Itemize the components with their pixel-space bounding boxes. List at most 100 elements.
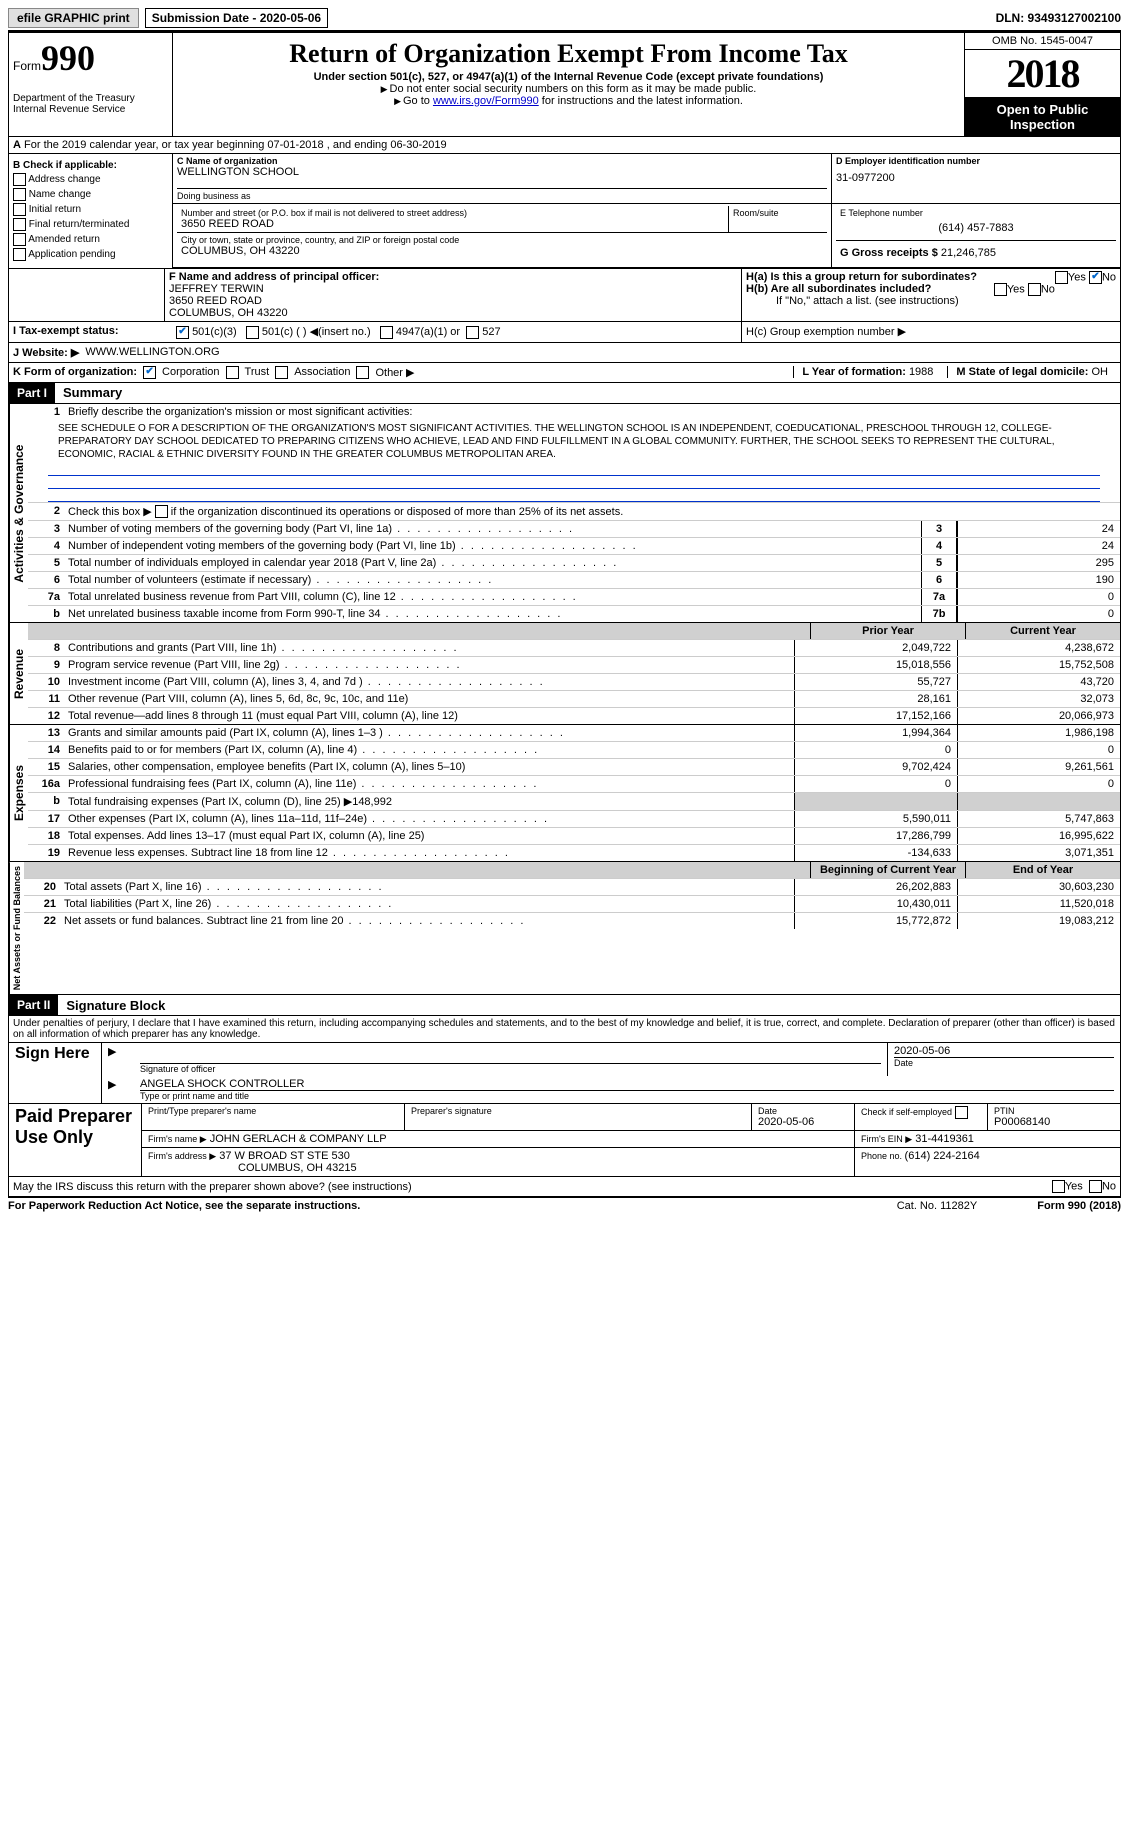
c8: 4,238,672 xyxy=(957,640,1120,656)
officer-printed: ANGELA SHOCK CONTROLLER xyxy=(140,1078,1114,1091)
l17: Other expenses (Part IX, column (A), lin… xyxy=(64,811,794,827)
chk-address[interactable]: Address change xyxy=(13,173,168,186)
paid-preparer: Paid Preparer Use Only xyxy=(9,1104,142,1177)
sig-date: 2020-05-06 xyxy=(894,1045,1114,1057)
v7b: 0 xyxy=(957,606,1120,622)
l5: Total number of individuals employed in … xyxy=(64,555,921,571)
chk-assoc[interactable] xyxy=(275,366,288,379)
sig-officer-label: Signature of officer xyxy=(140,1064,881,1074)
l4: Number of independent voting members of … xyxy=(64,538,921,554)
p14: 0 xyxy=(794,742,957,758)
f-label: F Name and address of principal officer: xyxy=(169,271,379,283)
beg-year-hdr: Beginning of Current Year xyxy=(810,862,965,878)
pra-notice: For Paperwork Reduction Act Notice, see … xyxy=(8,1200,360,1212)
c15: 9,261,561 xyxy=(957,759,1120,775)
firm-addr-lbl: Firm's address ▶ xyxy=(148,1151,216,1161)
chk-corp[interactable] xyxy=(143,366,156,379)
l14: Benefits paid to or for members (Part IX… xyxy=(64,742,794,758)
chk-501c[interactable] xyxy=(246,326,259,339)
declaration: Under penalties of perjury, I declare th… xyxy=(8,1016,1121,1043)
p17: 5,590,011 xyxy=(794,811,957,827)
prep-date: 2020-05-06 xyxy=(758,1116,848,1128)
ha-question: H(a) Is this a group return for subordin… xyxy=(746,271,1116,283)
l19: Revenue less expenses. Subtract line 18 … xyxy=(64,845,794,861)
chk-amended[interactable]: Amended return xyxy=(13,233,168,246)
irs-link[interactable]: www.irs.gov/Form990 xyxy=(433,95,539,107)
c13: 1,986,198 xyxy=(957,725,1120,741)
prep-name-lbl: Print/Type preparer's name xyxy=(148,1106,398,1116)
chk-final[interactable]: Final return/terminated xyxy=(13,218,168,231)
form-number: Form990 xyxy=(13,37,168,79)
side-revenue: Revenue xyxy=(9,623,28,724)
website-row: J Website: ▶ WWW.WELLINGTON.ORG xyxy=(8,343,1121,363)
chk-4947[interactable] xyxy=(380,326,393,339)
tax-year-line: A For the 2019 calendar year, or tax yea… xyxy=(8,137,1121,154)
may-irs-row: May the IRS discuss this return with the… xyxy=(8,1177,1121,1198)
top-bar: efile GRAPHIC print Submission Date - 20… xyxy=(8,8,1121,32)
chk-501c3[interactable] xyxy=(176,326,189,339)
gross-receipts: 21,246,785 xyxy=(941,247,996,259)
year-formation: 1988 xyxy=(909,366,933,378)
dept-treasury: Department of the Treasury xyxy=(13,93,168,104)
current-year-hdr: Current Year xyxy=(965,623,1120,639)
side-governance: Activities & Governance xyxy=(9,404,28,623)
date-label: Date xyxy=(894,1057,1114,1068)
c9: 15,752,508 xyxy=(957,657,1120,673)
chk-pending[interactable]: Application pending xyxy=(13,248,168,261)
part2-header: Part II Signature Block xyxy=(8,995,1121,1016)
chk-527[interactable] xyxy=(466,326,479,339)
prep-date-lbl: Date xyxy=(758,1106,848,1116)
submission-date: Submission Date - 2020-05-06 xyxy=(145,8,328,28)
firm-name-lbl: Firm's name ▶ xyxy=(148,1134,207,1144)
c18: 16,995,622 xyxy=(957,828,1120,844)
l16b: Total fundraising expenses (Part IX, col… xyxy=(64,793,794,810)
c11: 32,073 xyxy=(957,691,1120,707)
page-footer: For Paperwork Reduction Act Notice, see … xyxy=(8,1198,1121,1212)
b22: 15,772,872 xyxy=(794,913,957,929)
p8: 2,049,722 xyxy=(794,640,957,656)
identity-block: B Check if applicable: Address change Na… xyxy=(8,154,1121,269)
chk-other[interactable] xyxy=(356,366,369,379)
self-emp: Check if self-employed xyxy=(861,1106,981,1119)
firm-addr1: 37 W BROAD ST STE 530 xyxy=(219,1150,350,1162)
side-net: Net Assets or Fund Balances xyxy=(9,862,24,994)
v6: 190 xyxy=(957,572,1120,588)
preparer-table: Paid Preparer Use Only Print/Type prepar… xyxy=(8,1104,1121,1177)
p12: 17,152,166 xyxy=(794,708,957,724)
p16a: 0 xyxy=(794,776,957,792)
form-title: Return of Organization Exempt From Incom… xyxy=(177,39,960,69)
firm-addr2: COLUMBUS, OH 43215 xyxy=(148,1162,357,1174)
e21: 11,520,018 xyxy=(957,896,1120,912)
chk-name[interactable]: Name change xyxy=(13,188,168,201)
p13: 1,994,364 xyxy=(794,725,957,741)
v5: 295 xyxy=(957,555,1120,571)
form-subtitle: Under section 501(c), 527, or 4947(a)(1)… xyxy=(177,71,960,83)
prior-year-hdr: Prior Year xyxy=(810,623,965,639)
efile-print-button[interactable]: efile GRAPHIC print xyxy=(8,8,139,28)
l2: Check this box ▶ if the organization dis… xyxy=(64,503,1120,521)
ptin-lbl: PTIN xyxy=(994,1106,1114,1116)
p11: 28,161 xyxy=(794,691,957,707)
form-ref: Form 990 (2018) xyxy=(1037,1200,1121,1212)
l9: Program service revenue (Part VIII, line… xyxy=(64,657,794,673)
l18: Total expenses. Add lines 13–17 (must eq… xyxy=(64,828,794,844)
v4: 24 xyxy=(957,538,1120,554)
street-label: Number and street (or P.O. box if mail i… xyxy=(181,208,724,218)
l3: Number of voting members of the governin… xyxy=(64,521,921,537)
chk-initial[interactable]: Initial return xyxy=(13,203,168,216)
hb-question: H(b) Are all subordinates included? Yes … xyxy=(746,283,1116,295)
signature-table: Sign Here ▶ Signature of officer 2020-05… xyxy=(8,1043,1121,1104)
ein: 31-0977200 xyxy=(836,166,1116,190)
mission-q: Briefly describe the organization's miss… xyxy=(64,404,1120,420)
omb-number: OMB No. 1545-0047 xyxy=(965,33,1120,50)
firm-ein: 31-4419361 xyxy=(915,1133,974,1145)
c19: 3,071,351 xyxy=(957,845,1120,861)
l22: Net assets or fund balances. Subtract li… xyxy=(60,913,794,929)
p15: 9,702,424 xyxy=(794,759,957,775)
chk-trust[interactable] xyxy=(226,366,239,379)
dba-label: Doing business as xyxy=(177,191,827,201)
part1-header: Part I Summary xyxy=(8,383,1121,404)
room-label: Room/suite xyxy=(733,208,823,218)
officer-street: 3650 REED ROAD xyxy=(169,295,737,307)
form-header: Form990 Department of the Treasury Inter… xyxy=(8,32,1121,137)
